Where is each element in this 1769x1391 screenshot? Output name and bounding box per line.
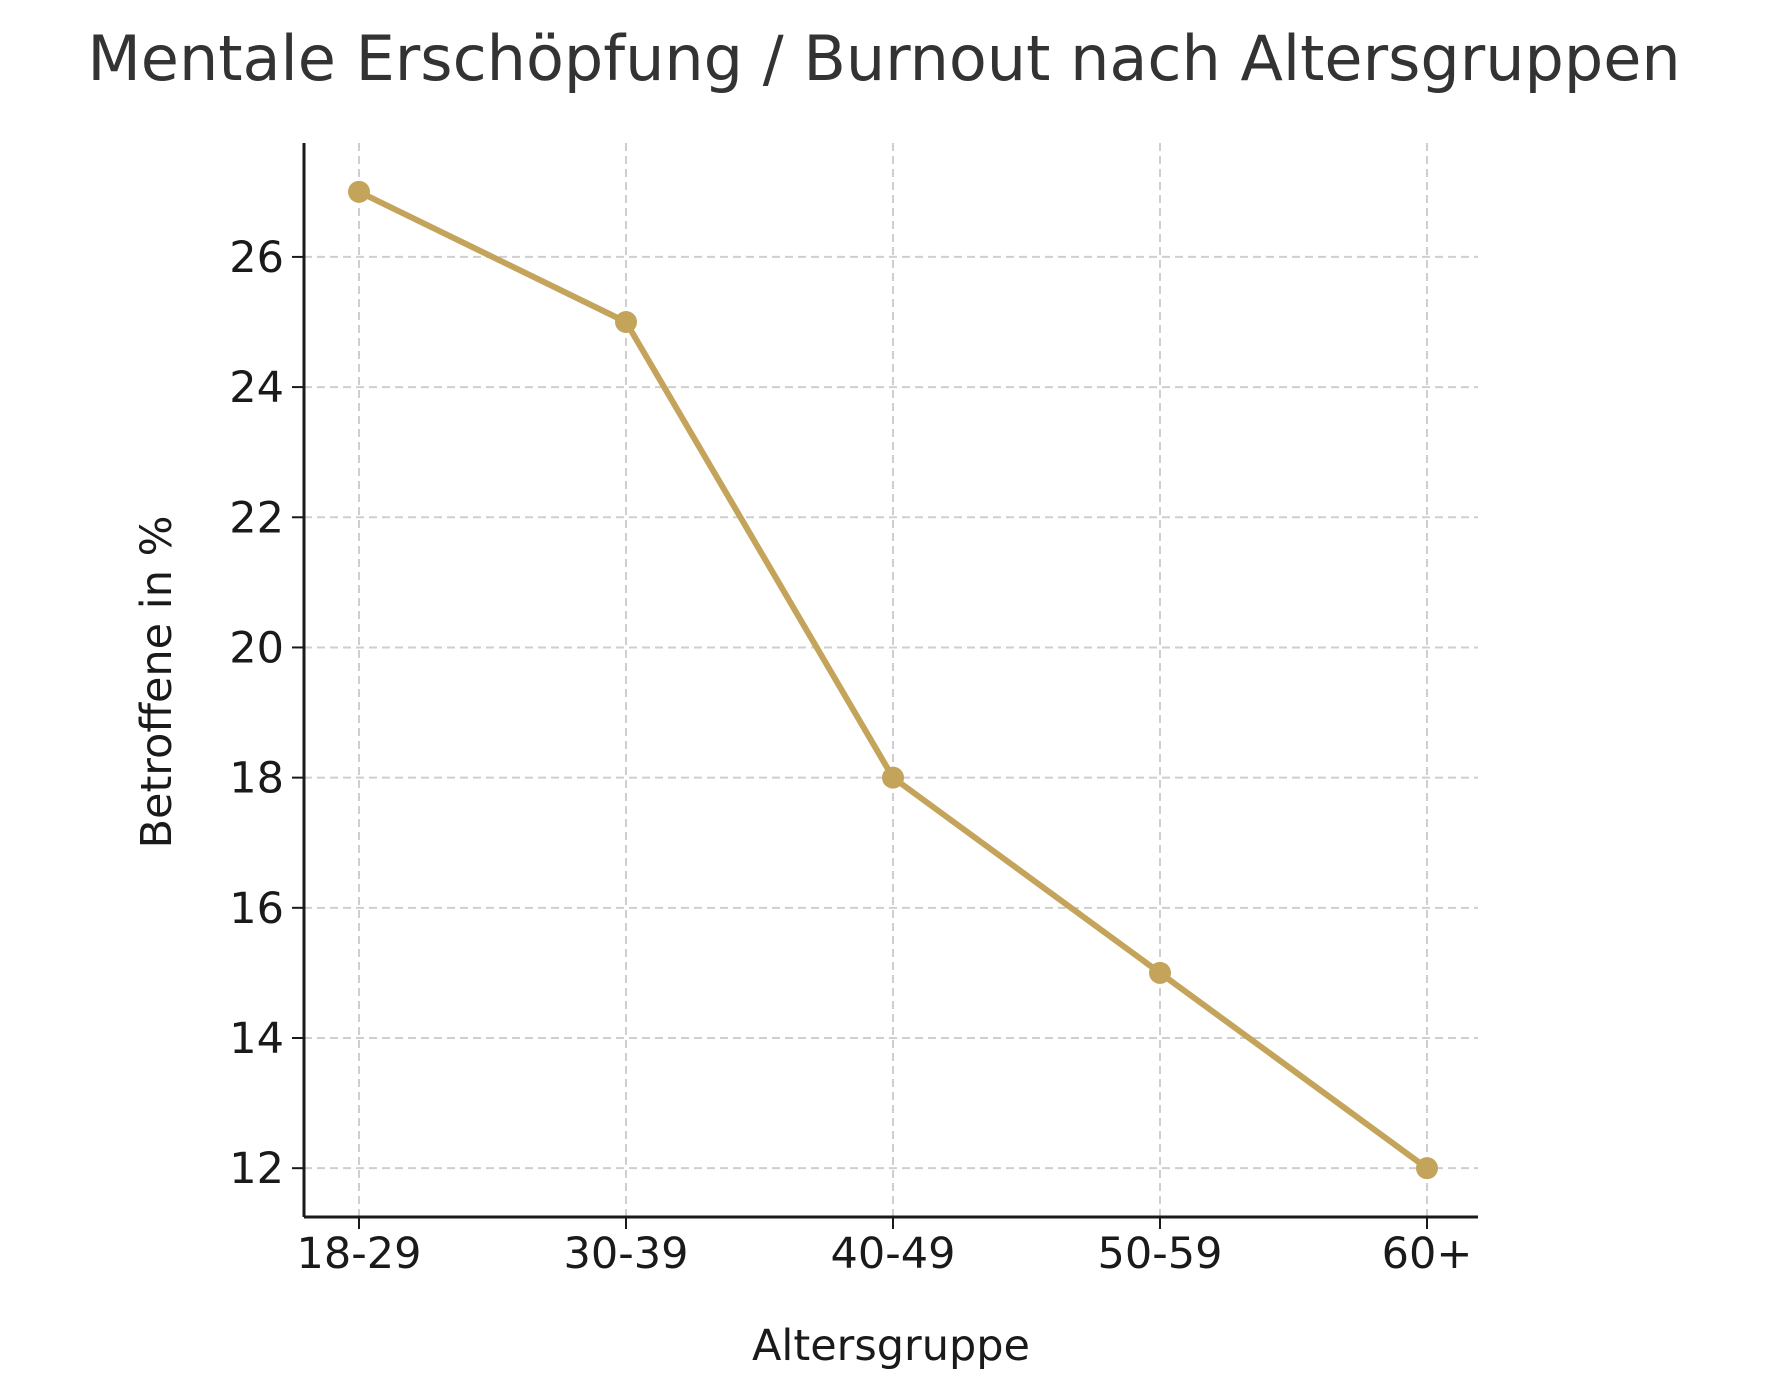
data-point: [1149, 961, 1171, 984]
axes: [302, 143, 1478, 1219]
x-axis-label: Altersgruppe: [752, 1321, 1030, 1371]
data-point: [882, 766, 904, 789]
y-tick-label: 24: [229, 363, 284, 413]
x-tick-label: 60+: [1382, 1229, 1473, 1279]
x-tick-label: 40-49: [831, 1229, 956, 1279]
y-tick-label: 26: [229, 233, 284, 283]
y-tick-label: 20: [229, 623, 284, 673]
y-tick-label: 16: [229, 884, 284, 934]
y-tick-label: 12: [229, 1144, 284, 1194]
x-tick-label: 18-29: [297, 1229, 422, 1279]
y-tick-label: 18: [229, 754, 284, 804]
axis-ticks: 12 14 16 18 20 22 24 26 18-29 30-39 40-49 50-59 60+: [229, 233, 1472, 1279]
x-tick-label: 50-59: [1098, 1229, 1223, 1279]
y-tick-label: 22: [229, 493, 284, 543]
x-tick-label: 30-39: [564, 1229, 689, 1279]
y-axis-label: Betroffene in %: [132, 515, 182, 848]
y-tick-label: 14: [229, 1014, 284, 1064]
data-point: [615, 311, 637, 333]
grid-lines: [304, 143, 1478, 1217]
chart-title: Mentale Erschöpfung / Burnout nach Alter…: [87, 22, 1680, 95]
data-point: [348, 180, 370, 203]
data-series: [348, 180, 1438, 1180]
data-point: [1416, 1157, 1438, 1180]
